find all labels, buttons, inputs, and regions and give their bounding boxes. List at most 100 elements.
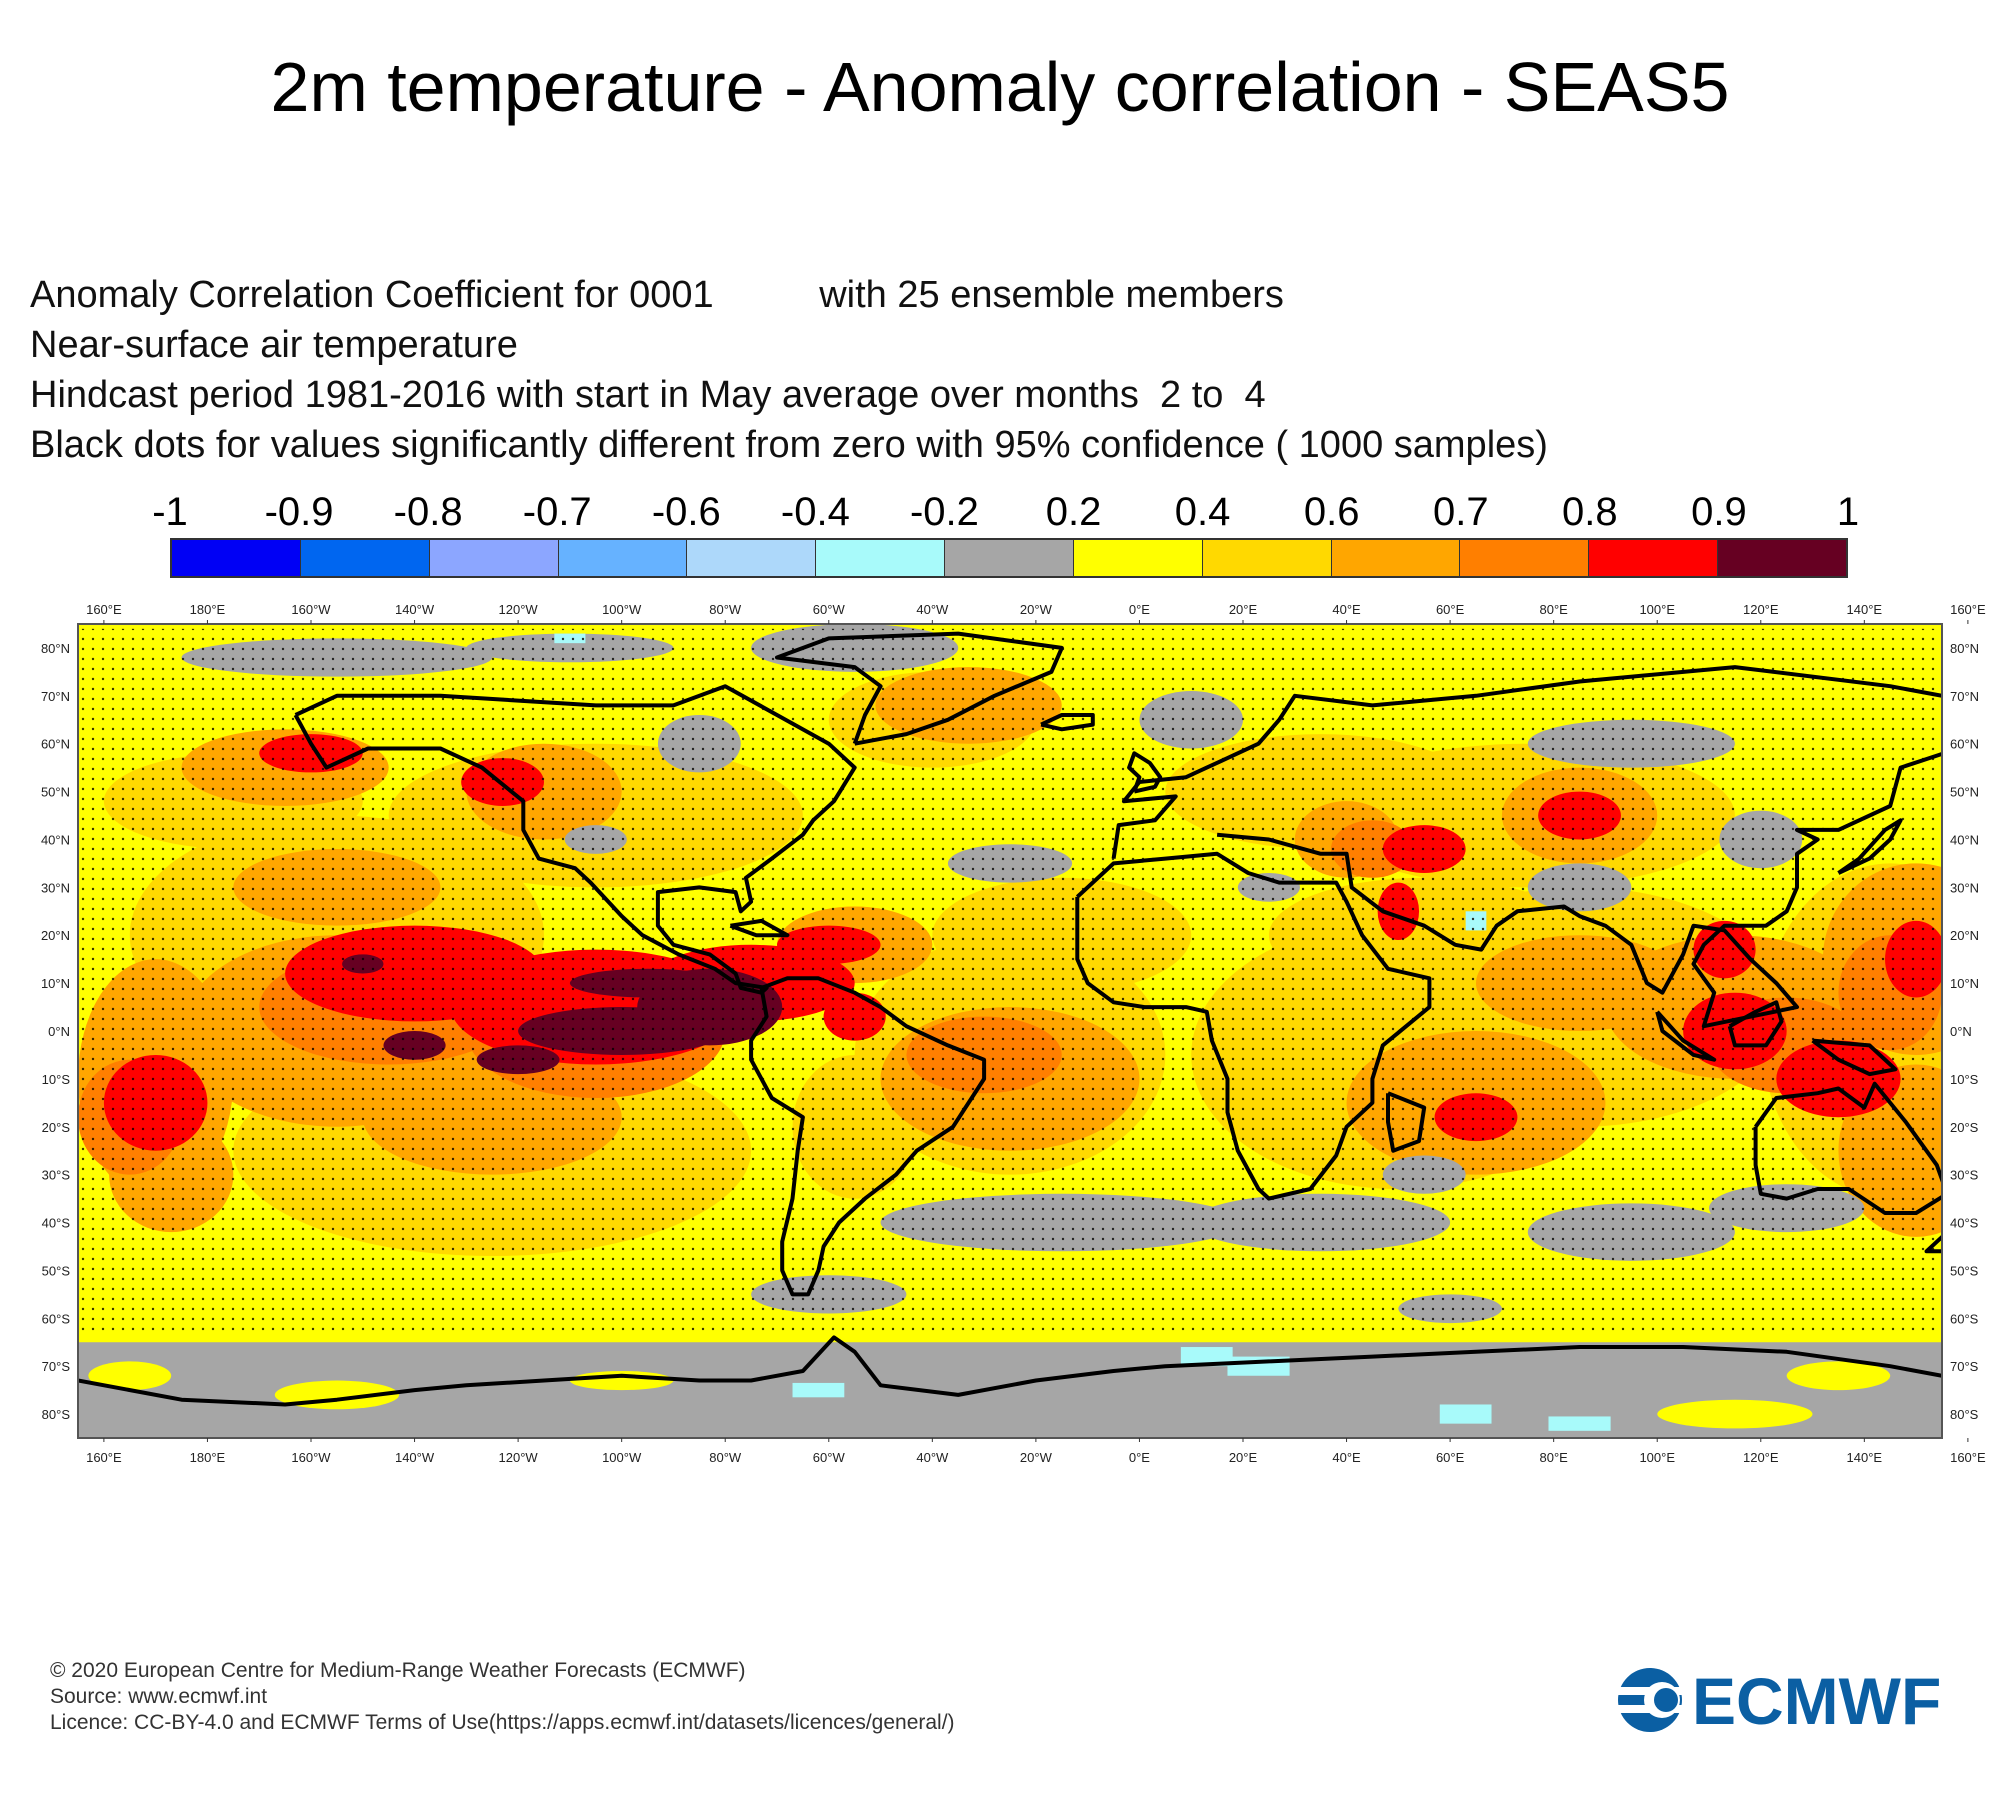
lat-label-right: 60°S — [1950, 1311, 1979, 1326]
lon-label-bottom: 0°E — [1129, 1450, 1150, 1465]
colorbar-tick-label: -0.8 — [393, 490, 463, 534]
lon-label-bottom: 100°E — [1639, 1450, 1675, 1465]
lon-label-top: 60°W — [813, 602, 846, 617]
lon-label-bottom: 180°E — [190, 1450, 226, 1465]
lat-label-right: 0°N — [1950, 1024, 1972, 1039]
lon-label-bottom: 40°E — [1332, 1450, 1361, 1465]
lat-label-right: 30°S — [1950, 1168, 1979, 1183]
lon-label-bottom: 60°E — [1436, 1450, 1465, 1465]
lat-label-right: 10°S — [1950, 1072, 1979, 1087]
colorbar-swatch — [945, 540, 1074, 576]
map-frame — [77, 623, 1943, 1439]
lat-label-left: 10°S — [42, 1072, 71, 1087]
lon-label-top: 80°E — [1539, 602, 1568, 617]
lat-label-left: 40°S — [42, 1216, 71, 1231]
lon-label-bottom: 20°W — [1020, 1450, 1053, 1465]
coastline — [749, 976, 987, 1297]
colorbar-tick-label: 1 — [1836, 490, 1860, 534]
colorbar-swatch — [1202, 540, 1332, 576]
coastline — [1111, 665, 1942, 859]
significance-dots — [78, 628, 1942, 1333]
colorbar-tick-label: -1 — [152, 490, 188, 534]
lon-label-bottom: 120°W — [499, 1450, 539, 1465]
field-region-yellow — [88, 1361, 172, 1391]
lon-label-top: 140°W — [395, 602, 435, 617]
lat-label-left: 80°N — [41, 641, 70, 656]
lon-label-bottom: 40°W — [916, 1450, 949, 1465]
footer: © 2020 European Centre for Medium-Range … — [50, 1658, 955, 1736]
coastline — [293, 684, 857, 995]
coastline — [1075, 851, 1432, 1201]
lon-label-top: 80°W — [709, 602, 742, 617]
coastline — [1727, 1000, 1784, 1048]
field-region-yellow — [1786, 1361, 1891, 1391]
lat-label-right: 40°N — [1950, 832, 1979, 847]
colorbar-tick-label: 0.7 — [1432, 490, 1489, 534]
subtitle-block: Anomaly Correlation Coefficient for 0001… — [30, 270, 1548, 470]
colorbar-swatch — [816, 540, 946, 576]
colorbar-tick-label: -0.7 — [522, 490, 592, 534]
colorbar-tick-label: 0.9 — [1691, 490, 1747, 534]
page-title: 2m temperature - Anomaly correlation - S… — [270, 48, 1730, 126]
lon-label-bottom: 140°E — [1847, 1450, 1883, 1465]
lat-label-right: 20°N — [1950, 928, 1979, 943]
lat-label-right: 70°S — [1950, 1359, 1979, 1374]
lat-label-right: 50°S — [1950, 1263, 1979, 1278]
colorbar-tick-label: -0.9 — [264, 490, 334, 534]
coastline — [1811, 1038, 1898, 1077]
lat-label-left: 50°S — [42, 1263, 71, 1278]
lon-label-bottom: 80°E — [1539, 1450, 1568, 1465]
lat-label-left: 80°S — [42, 1407, 71, 1422]
footer-copyright: © 2020 European Centre for Medium-Range … — [50, 1659, 746, 1682]
lat-label-left: 30°S — [42, 1168, 71, 1183]
colorbar-tick-label: 0.6 — [1303, 490, 1360, 534]
subtitle-line-2: Near-surface air temperature — [30, 324, 518, 366]
colorbar-tick-label: 0.2 — [1045, 490, 1102, 534]
colorbar-swatch — [429, 540, 559, 576]
coastline — [1127, 751, 1163, 794]
colorbar-tick-label: -0.2 — [909, 490, 979, 534]
lat-label-left: 70°N — [41, 689, 70, 704]
lon-label-top: 160°E — [86, 602, 122, 617]
colorbar-swatch — [300, 540, 430, 576]
colorbar-swatch — [1589, 540, 1719, 576]
lat-label-right: 80°S — [1950, 1407, 1979, 1422]
lon-label-top: 20°E — [1229, 602, 1258, 617]
lon-label-bottom: 160°W — [291, 1450, 331, 1465]
colorbar-swatch — [687, 540, 817, 576]
lon-label-bottom: 100°W — [602, 1450, 642, 1465]
lon-label-top: 100°E — [1639, 602, 1675, 617]
colorbar-tick-label: -0.4 — [780, 490, 850, 534]
colorbar-tick-label: -0.6 — [651, 490, 721, 534]
lon-label-top: 160°E — [1950, 602, 1986, 617]
lat-label-right: 70°N — [1950, 689, 1979, 704]
field-region-yellow — [1657, 1399, 1813, 1429]
lat-label-right: 10°N — [1950, 976, 1979, 991]
field-region-cyan — [792, 1382, 845, 1398]
lon-label-top: 120°W — [499, 602, 539, 617]
coastline — [729, 918, 790, 938]
lon-label-top: 40°E — [1332, 602, 1361, 617]
colorbar-tick-label: 0.8 — [1562, 490, 1618, 534]
colorbar-labels: -1 -0.9 -0.8 -0.7 -0.6 -0.4 -0.2 0.2 0.4 0.6 0.7 0.… — [152, 488, 1859, 538]
lon-label-bottom: 80°W — [709, 1450, 742, 1465]
lon-label-top: 180°E — [190, 602, 226, 617]
field-region-cyan — [1548, 1416, 1611, 1431]
coastline — [1040, 713, 1095, 732]
ecmwf-logo-mark — [1610, 1668, 1690, 1732]
lat-label-left: 10°N — [41, 976, 70, 991]
lon-label-top: 0°E — [1129, 602, 1150, 617]
lat-label-left: 60°N — [41, 737, 70, 752]
footer-source: Source: www.ecmwf.int — [50, 1685, 268, 1708]
subtitle-line-3: Hindcast period 1981-2016 with start in … — [30, 374, 1266, 416]
colorbar-swatch — [1718, 540, 1846, 576]
coastline — [1386, 1091, 1427, 1153]
lon-label-bottom: 160°E — [1950, 1450, 1986, 1465]
colorbar — [170, 538, 1848, 578]
ecmwf-logo-text: ECMWF — [1692, 1664, 1941, 1738]
colorbar-swatch — [1073, 540, 1203, 576]
footer-licence: Licence: CC-BY-4.0 and ECMWF Terms of Us… — [50, 1711, 955, 1734]
colorbar-swatch — [1460, 540, 1590, 576]
